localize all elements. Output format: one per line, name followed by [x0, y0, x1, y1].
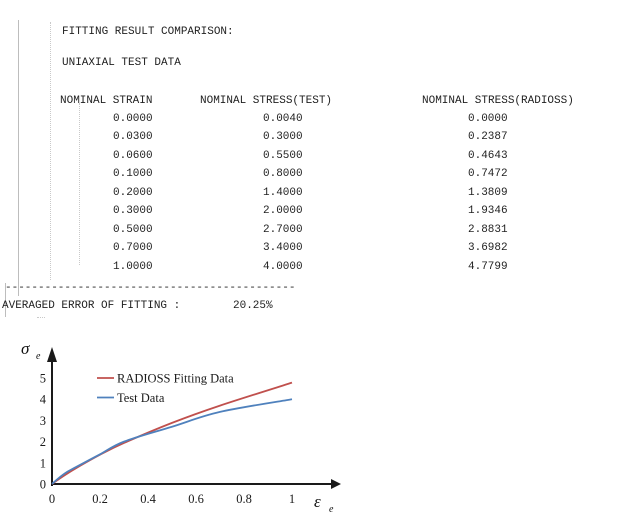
radioss-fitting-curve: [51, 381, 293, 485]
table-cell: 0.8000: [263, 168, 303, 181]
y-tick-label: 4: [40, 393, 47, 407]
table-cell: 0.2387: [468, 131, 508, 144]
table-cell: 1.0000: [113, 260, 153, 273]
table-cell: 0.2000: [113, 186, 153, 199]
table-cell: 0.0000: [468, 112, 508, 125]
x-tick-label: 0.2: [92, 492, 108, 506]
separator-line: ----------------------------------------…: [5, 282, 296, 294]
table-cell: 2.7000: [263, 223, 303, 236]
legend: RADIOSS Fitting Data Test Data: [97, 372, 234, 405]
stress-strain-chart: σ e ε e RADIOSS Fitting Data Test Data 0…: [21, 339, 341, 515]
table-cell: 2.8831: [468, 223, 508, 236]
y-tick-label: 2: [40, 435, 46, 449]
summary-value: 20.25%: [233, 300, 273, 312]
table-cell: 4.7799: [468, 260, 508, 273]
legend-label-radioss: RADIOSS Fitting Data: [117, 372, 234, 386]
table-cell: 0.1000: [113, 168, 153, 181]
guide-line-left: [18, 20, 19, 296]
summary-label: AVERAGED ERROR OF FITTING :: [2, 300, 181, 312]
table-cell: 0.5000: [113, 223, 153, 236]
table-cell: 0.0000: [113, 112, 153, 125]
table-cell: 4.0000: [263, 260, 303, 273]
table-cell: 0.4643: [468, 149, 508, 162]
guide-mark: [37, 317, 45, 318]
table-cell: 0.5500: [263, 149, 303, 162]
table-cell: 3.4000: [263, 242, 303, 255]
y-axis-label: σ: [21, 339, 30, 358]
x-axis-label-subscript: e: [329, 504, 334, 515]
y-tick-label: 0: [40, 478, 46, 492]
x-tick-label: 0.8: [236, 492, 252, 506]
y-axis-arrow-icon: [47, 347, 57, 362]
guide-line-indent-1: [50, 22, 51, 280]
table-cell: 1.4000: [263, 186, 303, 199]
x-tick-label: 1: [289, 492, 295, 506]
y-tick-label: 3: [40, 414, 46, 428]
y-tick-label: 5: [40, 372, 46, 386]
x-axis-arrow-icon: [331, 479, 341, 489]
y-axis-label-subscript: e: [36, 351, 41, 362]
guide-line-bottom: [5, 283, 6, 317]
table-cell: 3.6982: [468, 242, 508, 255]
x-tick-label: 0.6: [188, 492, 204, 506]
x-axis-label: ε: [314, 492, 321, 511]
report-subtitle: UNIAXIAL TEST DATA: [62, 57, 181, 69]
table-cell: 1.3809: [468, 186, 508, 199]
table-cell: 1.9346: [468, 205, 508, 218]
table-cell: 0.3000: [263, 131, 303, 144]
table-cell: 0.0600: [113, 149, 153, 162]
legend-label-test: Test Data: [117, 391, 165, 405]
guide-line-indent-2: [79, 103, 80, 265]
x-tick-label: 0.4: [140, 492, 156, 506]
table-cell: 0.0040: [263, 112, 303, 125]
column-header: NOMINAL STRAIN: [60, 95, 153, 107]
column-header: NOMINAL STRESS(TEST): [200, 95, 333, 107]
table-cell: 2.0000: [263, 205, 303, 218]
x-tick-label: 0: [49, 492, 55, 506]
table-cell: 0.7472: [468, 168, 508, 181]
report-title: FITTING RESULT COMPARISON:: [62, 26, 234, 38]
y-tick-label: 1: [40, 456, 46, 470]
test-data-curve: [51, 398, 293, 485]
table-cell: 0.7000: [113, 242, 153, 255]
table-cell: 0.3000: [113, 205, 153, 218]
column-header: NOMINAL STRESS(RADIOSS): [422, 95, 574, 107]
table-cell: 0.0300: [113, 131, 153, 144]
